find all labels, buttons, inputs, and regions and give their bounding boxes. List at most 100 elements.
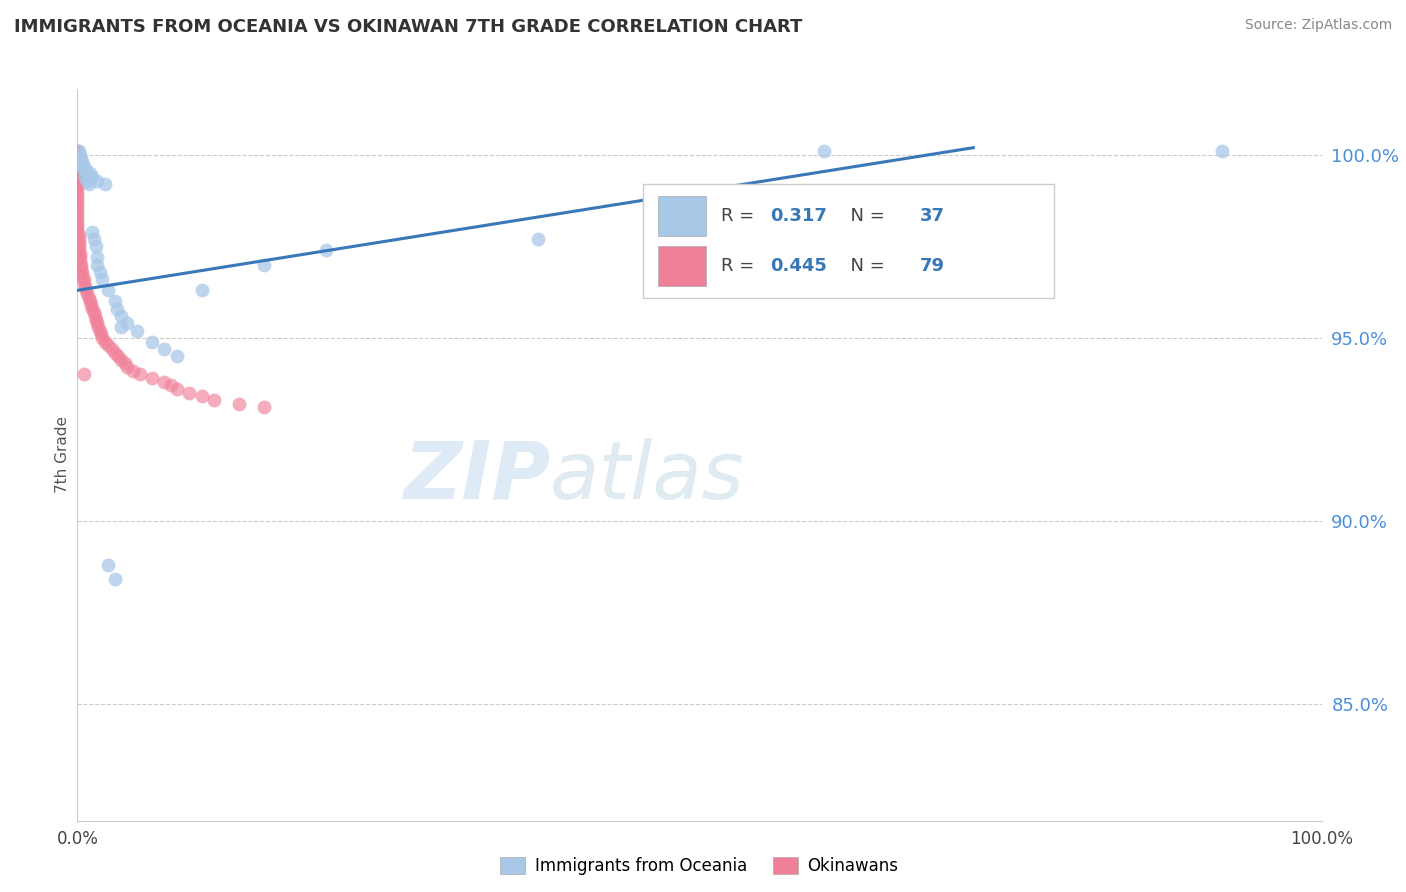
Bar [644,185,1054,298]
Point [70,261,93,276]
Text: 79: 79 [920,257,945,275]
Point [77,178,100,192]
Point [97,338,120,352]
Point [153,342,176,356]
Y-axis label: 7th Grade: 7th Grade [55,417,70,493]
Point [66,178,89,192]
Point [84,239,107,253]
Point [110,309,132,323]
Point [115,360,138,375]
Point [83,305,105,319]
Point [84,312,107,326]
Point [66,192,89,206]
Point [66,173,89,187]
Point [141,371,163,385]
Point [128,368,150,382]
Point [67,243,90,257]
Point [67,232,90,246]
Point [75,284,97,298]
Point [70,155,93,169]
Point [66,202,89,217]
Point [72,265,94,279]
Point [315,243,337,257]
Point [73,279,96,293]
Point [66,166,89,180]
Point [66,152,89,166]
Point [66,225,89,239]
Text: R =: R = [721,207,759,225]
Text: atlas: atlas [550,438,745,516]
Point [66,162,89,177]
Point [66,152,89,166]
Point [66,181,89,195]
Point [66,148,89,162]
Text: R =: R = [721,257,759,275]
Point [66,188,89,202]
Text: 37: 37 [920,207,945,225]
Point [86,251,108,265]
Point [72,162,94,177]
Point [125,324,148,338]
Point [69,246,91,260]
Point [191,284,214,298]
Point [82,169,104,184]
Legend: Immigrants from Oceania, Okinawans: Immigrants from Oceania, Okinawans [494,850,905,882]
Text: N =: N = [839,207,890,225]
Point [166,349,188,363]
Point [66,206,89,220]
Point [159,378,181,392]
Point [66,199,89,213]
Point [70,152,93,166]
Point [104,294,127,309]
Point [91,272,114,286]
Point [69,148,91,162]
Text: IMMIGRANTS FROM OCEANIA VS OKINAWAN 7TH GRADE CORRELATION CHART: IMMIGRANTS FROM OCEANIA VS OKINAWAN 7TH … [14,18,803,36]
Point [253,401,276,415]
Point [90,327,112,342]
Point [76,287,98,301]
Text: 0.445: 0.445 [770,257,827,275]
Point [166,382,188,396]
Point [122,364,145,378]
Point [66,166,89,180]
Text: 0.317: 0.317 [770,207,827,225]
Point [93,334,115,349]
Point [75,162,97,177]
Point [66,145,89,159]
Point [101,342,124,356]
Point [79,294,101,309]
Point [105,301,128,316]
Point [66,159,89,173]
Point [253,258,276,272]
Point [72,268,94,283]
Point [72,272,94,286]
Text: N =: N = [839,257,890,275]
Point [66,214,89,228]
Point [89,324,111,338]
Point [67,239,90,253]
Point [82,225,104,239]
Point [82,301,104,316]
Text: Source: ZipAtlas.com: Source: ZipAtlas.com [1244,18,1392,32]
Point [66,218,89,232]
Point [107,349,129,363]
Point [153,375,176,389]
Point [72,276,94,290]
Point [91,331,114,345]
Point [66,178,89,192]
Point [89,265,111,279]
Point [1211,145,1233,159]
Point [67,228,90,243]
Point [72,159,94,173]
Point [69,152,91,166]
Point [69,254,91,268]
Point [66,155,89,169]
Point [66,162,89,177]
Point [110,320,132,334]
Point [77,291,100,305]
Point [86,316,108,330]
Point [93,178,115,192]
Point [76,173,98,187]
Point [69,251,91,265]
Point [110,352,132,367]
